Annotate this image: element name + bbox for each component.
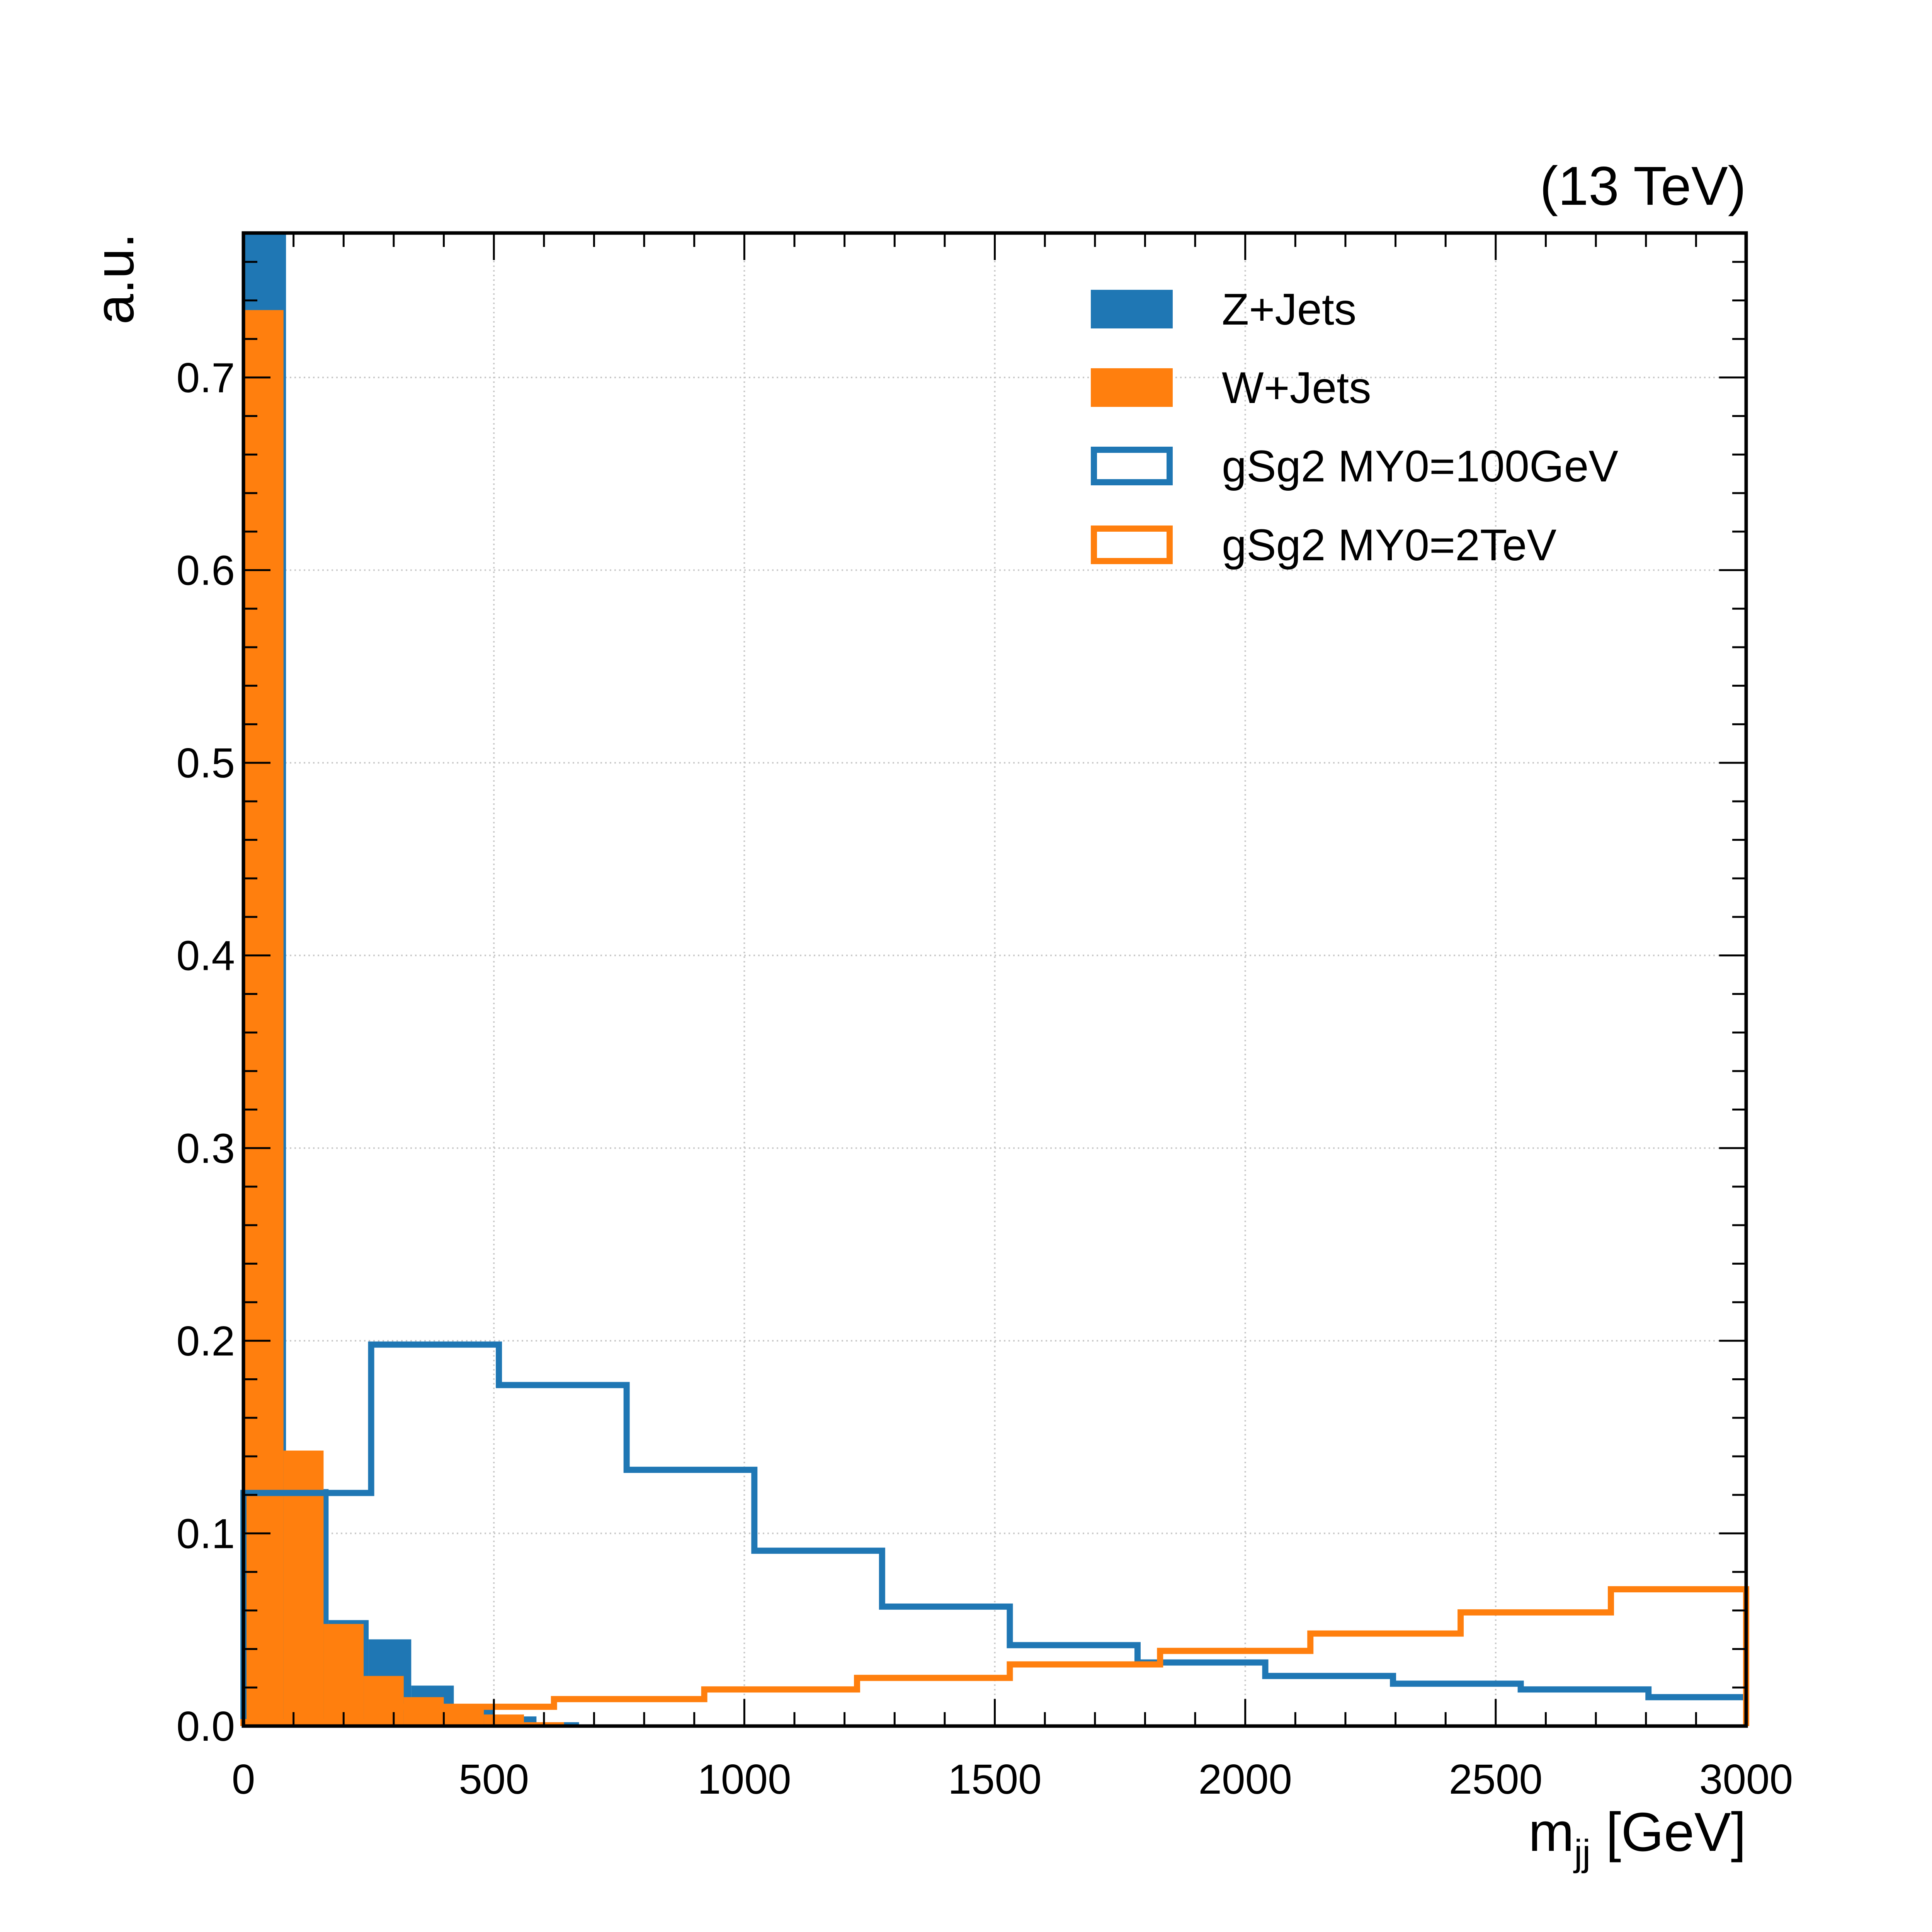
z-jets-legend-label: Z+Jets: [1222, 285, 1356, 334]
w-jets-bar: [283, 1451, 324, 1726]
w-jets-bar: [403, 1697, 444, 1726]
y-tick-labels: 0.0 0.1 0.2 0.3 0.4 0.5 0.6 0.7: [176, 354, 235, 1750]
x-tick-label: 1000: [697, 1756, 791, 1803]
w-jets-legend-label: W+Jets: [1222, 363, 1371, 413]
y-tick-label: 0.0: [176, 1703, 235, 1750]
legend: Z+Jets W+Jets gSg2 MY0=100GeV gSg2 MY0=2TeV: [1091, 285, 1618, 570]
gsg2-my0-100gev-legend-swatch: [1091, 447, 1173, 485]
w-jets-bar: [243, 310, 284, 1726]
x-axis-title-main: m: [1529, 1801, 1574, 1863]
gsg2-my0-2tev-step-line: [240, 1586, 1749, 1726]
gsg2-my0-100gev-step-line: [240, 1341, 1749, 1726]
gsg2-my0-2tev-legend-swatch: [1091, 526, 1173, 564]
w-jets-bar: [323, 1624, 364, 1726]
grid-lines: [243, 233, 1746, 1726]
w-jets-bar: [484, 1714, 524, 1726]
y-tick-label: 0.6: [176, 547, 235, 594]
x-tick-label: 1500: [948, 1756, 1041, 1803]
x-tick-label: 2500: [1449, 1756, 1543, 1803]
x-tick-labels: 0 500 1000 1500 2000 2500 3000: [232, 1756, 1793, 1803]
histogram-steps: [240, 1341, 1749, 1726]
gsg2-my0-100gev-legend-label: gSg2 MY0=100GeV: [1222, 442, 1618, 491]
z-jets-legend-swatch: [1091, 290, 1173, 328]
x-tick-label: 2000: [1198, 1756, 1292, 1803]
y-tick-label: 0.2: [176, 1318, 235, 1365]
x-axis-title-unit: [GeV]: [1591, 1801, 1747, 1863]
energy-label: (13 TeV): [1540, 155, 1746, 217]
y-tick-label: 0.7: [176, 354, 235, 401]
gsg2-my0-2tev-legend-label: gSg2 MY0=2TeV: [1222, 520, 1557, 570]
y-tick-label: 0.5: [176, 740, 235, 787]
y-tick-label: 0.4: [176, 932, 235, 980]
x-tick-label: 500: [459, 1756, 529, 1803]
x-tick-label: 3000: [1699, 1756, 1793, 1803]
x-axis-title: mjj [GeV]: [1529, 1801, 1746, 1874]
y-axis-title: a.u.: [84, 233, 145, 325]
x-tick-label: 0: [232, 1756, 255, 1803]
x-axis-title-subscript: jj: [1573, 1832, 1591, 1874]
y-tick-label: 0.1: [176, 1510, 235, 1557]
plot-frame: [242, 231, 1748, 1728]
w-jets-bar: [444, 1707, 484, 1726]
w-jets-legend-swatch: [1091, 368, 1173, 407]
y-tick-label: 0.3: [176, 1125, 235, 1172]
